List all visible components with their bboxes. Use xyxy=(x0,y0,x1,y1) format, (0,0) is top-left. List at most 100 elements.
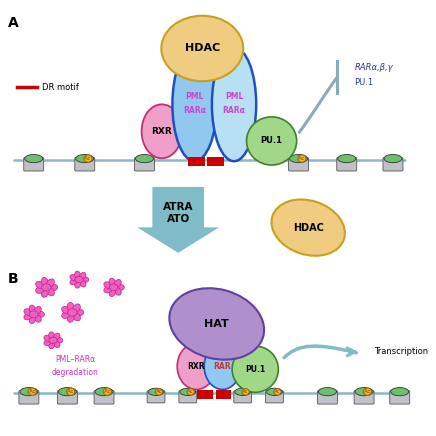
Ellipse shape xyxy=(70,279,78,285)
Ellipse shape xyxy=(41,288,48,297)
Ellipse shape xyxy=(70,275,78,281)
Text: RXR: RXR xyxy=(151,127,172,136)
Ellipse shape xyxy=(232,346,278,392)
FancyBboxPatch shape xyxy=(234,391,252,403)
Ellipse shape xyxy=(36,286,44,293)
Ellipse shape xyxy=(136,154,153,163)
Ellipse shape xyxy=(41,284,51,291)
Text: Ac: Ac xyxy=(28,389,36,394)
Text: RARα: RARα xyxy=(223,106,245,115)
FancyBboxPatch shape xyxy=(390,391,410,404)
Text: RARα,β,γ: RARα,β,γ xyxy=(354,63,393,72)
Bar xyxy=(188,157,205,166)
Text: degradation: degradation xyxy=(52,368,99,377)
Ellipse shape xyxy=(155,388,163,395)
Ellipse shape xyxy=(29,305,35,314)
Ellipse shape xyxy=(187,388,194,395)
Ellipse shape xyxy=(20,388,38,396)
Ellipse shape xyxy=(49,337,57,344)
Ellipse shape xyxy=(104,282,112,289)
Ellipse shape xyxy=(204,343,241,389)
Ellipse shape xyxy=(103,388,111,395)
Text: PU.1: PU.1 xyxy=(245,364,265,374)
Ellipse shape xyxy=(49,341,54,349)
Ellipse shape xyxy=(76,154,94,163)
Ellipse shape xyxy=(235,388,251,395)
Ellipse shape xyxy=(24,313,32,320)
FancyBboxPatch shape xyxy=(75,157,95,171)
Text: Ac: Ac xyxy=(156,389,162,394)
Text: PU.1: PU.1 xyxy=(261,136,283,146)
Text: HDAC: HDAC xyxy=(293,223,324,233)
Text: Ac: Ac xyxy=(187,389,194,394)
Text: Ac: Ac xyxy=(85,156,92,161)
Ellipse shape xyxy=(47,287,54,296)
Ellipse shape xyxy=(212,48,256,161)
FancyBboxPatch shape xyxy=(94,391,114,404)
Ellipse shape xyxy=(67,313,74,322)
Text: PML: PML xyxy=(225,92,243,101)
Ellipse shape xyxy=(114,279,121,287)
Ellipse shape xyxy=(75,276,83,283)
Ellipse shape xyxy=(75,280,81,288)
FancyBboxPatch shape xyxy=(147,391,165,403)
Text: Ac: Ac xyxy=(274,389,281,394)
Ellipse shape xyxy=(355,388,373,396)
Ellipse shape xyxy=(266,388,283,395)
Ellipse shape xyxy=(384,154,402,163)
Text: Ac: Ac xyxy=(364,389,371,394)
Ellipse shape xyxy=(36,281,44,289)
Ellipse shape xyxy=(290,154,307,163)
Ellipse shape xyxy=(68,309,77,316)
FancyBboxPatch shape xyxy=(317,391,337,404)
FancyBboxPatch shape xyxy=(266,391,283,403)
Ellipse shape xyxy=(72,312,80,321)
Ellipse shape xyxy=(298,155,306,162)
FancyBboxPatch shape xyxy=(134,157,154,171)
FancyBboxPatch shape xyxy=(383,157,403,171)
Ellipse shape xyxy=(44,339,51,345)
Text: Transcription: Transcription xyxy=(374,347,428,356)
Ellipse shape xyxy=(338,154,356,163)
Ellipse shape xyxy=(36,311,44,317)
Bar xyxy=(198,390,213,399)
Ellipse shape xyxy=(72,304,80,313)
Ellipse shape xyxy=(49,332,54,340)
Text: Ac: Ac xyxy=(67,389,74,394)
FancyBboxPatch shape xyxy=(58,391,77,404)
FancyBboxPatch shape xyxy=(354,391,374,404)
Text: RAR: RAR xyxy=(214,362,231,371)
Text: PML–RARα: PML–RARα xyxy=(55,355,95,364)
Ellipse shape xyxy=(54,337,63,343)
Text: HDAC: HDAC xyxy=(184,44,220,54)
Ellipse shape xyxy=(41,277,48,287)
Text: DR motif: DR motif xyxy=(42,82,79,92)
Text: Ac: Ac xyxy=(298,156,306,161)
Bar xyxy=(216,390,231,399)
Ellipse shape xyxy=(391,388,409,396)
Text: Ac: Ac xyxy=(242,389,249,394)
Ellipse shape xyxy=(109,288,116,296)
Ellipse shape xyxy=(109,278,116,287)
Ellipse shape xyxy=(79,272,86,279)
Text: A: A xyxy=(8,16,18,30)
Ellipse shape xyxy=(53,333,60,341)
Ellipse shape xyxy=(79,279,86,287)
Ellipse shape xyxy=(274,388,281,395)
Text: HAT: HAT xyxy=(204,319,229,329)
Ellipse shape xyxy=(318,388,337,396)
Ellipse shape xyxy=(172,48,217,161)
Text: B: B xyxy=(8,272,18,286)
Ellipse shape xyxy=(84,155,92,162)
Text: Ac: Ac xyxy=(104,389,111,394)
Ellipse shape xyxy=(24,309,32,316)
Ellipse shape xyxy=(81,277,89,283)
Ellipse shape xyxy=(75,271,81,279)
Ellipse shape xyxy=(25,154,43,163)
Ellipse shape xyxy=(61,311,71,318)
Bar xyxy=(207,157,225,166)
Ellipse shape xyxy=(95,388,113,396)
Ellipse shape xyxy=(74,309,84,316)
Ellipse shape xyxy=(67,303,74,312)
Ellipse shape xyxy=(104,286,112,293)
